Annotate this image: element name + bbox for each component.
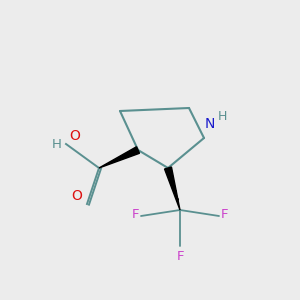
- Text: N: N: [205, 118, 215, 131]
- Text: F: F: [220, 208, 228, 221]
- Text: H: H: [52, 137, 61, 151]
- Text: O: O: [69, 128, 80, 142]
- Text: F: F: [132, 208, 140, 221]
- Polygon shape: [164, 167, 180, 210]
- Text: H: H: [217, 110, 227, 124]
- Text: O: O: [72, 188, 83, 203]
- Text: F: F: [176, 250, 184, 263]
- Polygon shape: [99, 147, 140, 168]
